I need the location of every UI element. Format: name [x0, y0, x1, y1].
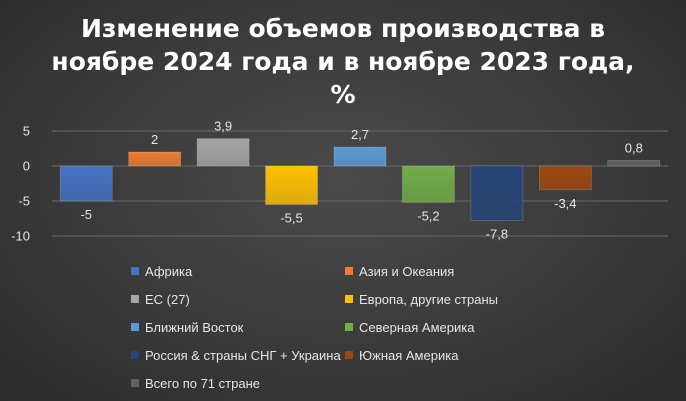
legend-item: Всего по 71 стране [131, 369, 345, 397]
bar-7 [539, 165, 592, 191]
data-label-3: -5,5 [280, 211, 302, 226]
legend-label: Ближний Восток [145, 319, 244, 335]
bar-3 [265, 165, 318, 205]
data-label-6: -7,8 [486, 227, 508, 242]
y-tick-label: -10 [11, 229, 30, 244]
legend-item: Южная Америка [345, 341, 545, 369]
legend-swatch [345, 323, 353, 331]
legend-label: Европа, другие страны [359, 291, 498, 307]
legend-item: Африка [131, 257, 345, 285]
legend-item: Северная Америка [345, 313, 545, 341]
bar-2 [196, 138, 250, 167]
legend-swatch [131, 295, 139, 303]
legend-item: ЕС (27) [131, 285, 345, 313]
chart-title: Изменение объемов производства в ноябре … [0, 12, 686, 111]
data-label-8: 0,8 [625, 140, 643, 155]
bar-0 [59, 165, 113, 202]
legend-swatch [345, 295, 353, 303]
legend-item: Россия & страны СНГ + Украина [131, 341, 345, 369]
data-label-4: 2,7 [351, 127, 369, 142]
y-tick-label: 0 [23, 159, 30, 174]
data-label-1: 2 [151, 132, 158, 147]
legend-item: Ближний Восток [131, 313, 345, 341]
bar-1 [128, 151, 181, 167]
y-tick-label: 5 [23, 124, 30, 139]
bar-5 [402, 165, 455, 203]
legend-label: Северная Америка [359, 319, 475, 335]
chart-title-line-2: ноябре 2024 года и в ноябре 2023 года, [51, 47, 635, 76]
chart-title-line-3: % [330, 80, 356, 109]
bar-8 [607, 160, 661, 167]
chart-legend: Африка Азия и Океания ЕС (27) Европа, други… [131, 257, 551, 397]
legend-item: Европа, другие страны [345, 285, 545, 313]
data-label-7: -3,4 [554, 196, 576, 211]
y-tick-label: -5 [18, 194, 30, 209]
legend-swatch [131, 323, 139, 331]
legend-swatch [345, 351, 353, 359]
data-label-0: -5 [80, 207, 92, 222]
bar-4 [333, 146, 387, 167]
legend-label: Азия и Океания [359, 263, 455, 279]
legend-label: Африка [145, 263, 193, 279]
chart-title-line-1: Изменение объемов производства в [80, 14, 606, 43]
legend-swatch [131, 379, 139, 387]
legend-swatch [131, 267, 139, 275]
data-label-5: -5,2 [417, 208, 439, 223]
legend-label: Всего по 71 стране [145, 375, 260, 391]
bar-6 [470, 165, 524, 221]
data-label-2: 3,9 [214, 119, 232, 134]
legend-label: Россия & страны СНГ + Украина [145, 347, 341, 363]
legend-label: Южная Америка [359, 347, 459, 363]
legend-label: ЕС (27) [145, 291, 190, 307]
legend-swatch [345, 267, 353, 275]
legend-swatch [131, 351, 139, 359]
legend-item: Азия и Океания [345, 257, 545, 285]
